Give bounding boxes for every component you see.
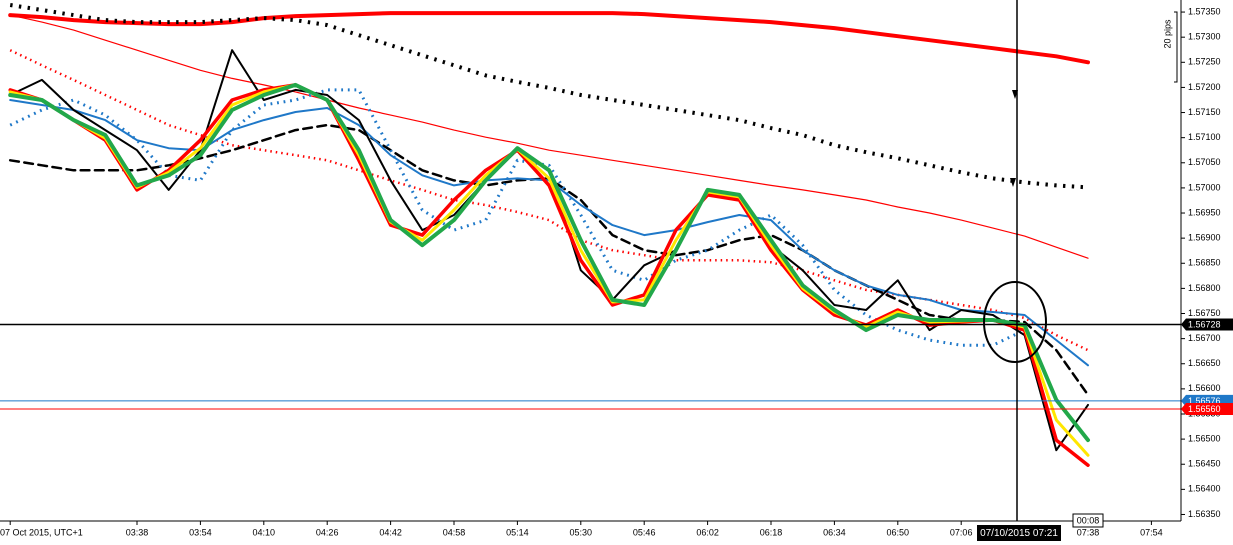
countdown-box — [1072, 513, 1104, 528]
y-tick-label: 1.57000 — [1188, 182, 1221, 192]
y-tick-label: 1.57150 — [1188, 107, 1221, 117]
x-tick-label: 07:38 — [1077, 527, 1100, 537]
series-line — [8, 82, 1090, 443]
x-tick-label: 03:54 — [189, 527, 212, 537]
scale-bracket — [1174, 11, 1178, 83]
y-tick-label: 1.56650 — [1188, 358, 1221, 368]
x-tick-label: 05:14 — [506, 527, 529, 537]
overlay: 20 pips — [983, 0, 1178, 521]
x-tick-label: 07:06 — [950, 527, 973, 537]
y-tick-label: 1.56750 — [1188, 308, 1221, 318]
countdown-label: 00:08 — [1077, 515, 1100, 525]
y-tick-label: 1.57100 — [1188, 132, 1221, 142]
y-tick-label: 1.57300 — [1188, 32, 1221, 42]
arrow-marker — [1012, 90, 1018, 99]
scale-label: 20 pips — [1162, 19, 1172, 49]
y-tick-label: 1.57250 — [1188, 57, 1221, 67]
arrow-marker — [1010, 178, 1016, 187]
series-line — [9, 88, 1026, 347]
y-tick-label: 1.56900 — [1188, 233, 1221, 243]
x-tick-label: 05:46 — [633, 527, 656, 537]
y-tick-label: 1.57050 — [1188, 157, 1221, 167]
y-tick-label: 1.57200 — [1188, 82, 1221, 92]
crosshair-time-label: 07/10/2015 07:21 — [980, 528, 1058, 539]
price-label: 1.56728 — [1188, 319, 1221, 329]
y-tick-label: 1.56500 — [1188, 433, 1221, 443]
x-tick-label: 07 Oct 2015, UTC+1 — [0, 527, 83, 537]
x-tick-label: 04:42 — [379, 527, 402, 537]
highlight-circle — [983, 281, 1047, 363]
indicator-lines — [0, 3, 1181, 467]
x-tick-label: 04:58 — [443, 527, 466, 537]
x-tick-label: 06:02 — [696, 527, 719, 537]
price-label-box — [1181, 318, 1233, 331]
axes: 1.563501.564001.564501.565001.565501.566… — [0, 6, 1221, 537]
y-tick-label: 1.56350 — [1188, 509, 1221, 519]
y-tick-label: 1.57350 — [1188, 6, 1221, 16]
series-line — [9, 3, 1089, 190]
price-label: 1.56576 — [1188, 396, 1221, 406]
price-label-box — [1181, 402, 1233, 415]
x-tick-label: 06:50 — [887, 527, 910, 537]
x-tick-label: 07:54 — [1140, 527, 1163, 537]
x-tick-label: 06:34 — [823, 527, 846, 537]
y-tick-label: 1.56950 — [1188, 207, 1221, 217]
series-line — [8, 11, 1090, 65]
y-tick-label: 1.56450 — [1188, 459, 1221, 469]
x-tick-label: 05:30 — [570, 527, 593, 537]
y-tick-label: 1.56850 — [1188, 258, 1221, 268]
y-tick-label: 1.56700 — [1188, 333, 1221, 343]
x-tick-label: 03:38 — [126, 527, 149, 537]
series-line — [9, 14, 1089, 259]
crosshair-time-box — [977, 525, 1061, 541]
x-tick-label: 06:18 — [760, 527, 783, 537]
y-tick-label: 1.56800 — [1188, 283, 1221, 293]
x-tick-label: 04:26 — [316, 527, 339, 537]
price-label: 1.56560 — [1188, 404, 1221, 414]
x-tick-label: 04:10 — [253, 527, 276, 537]
y-tick-label: 1.56400 — [1188, 484, 1221, 494]
y-tick-label: 1.56600 — [1188, 383, 1221, 393]
